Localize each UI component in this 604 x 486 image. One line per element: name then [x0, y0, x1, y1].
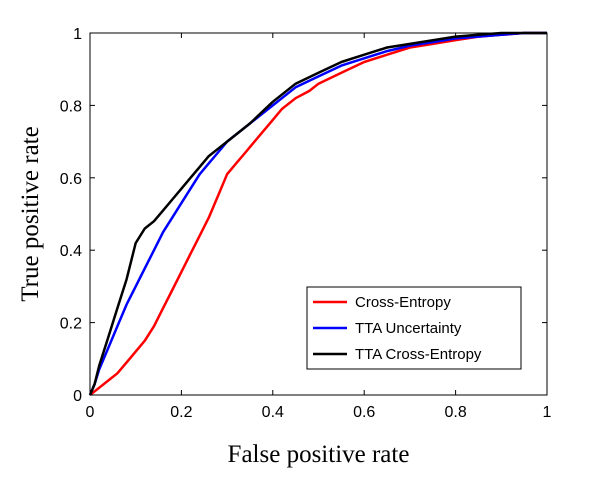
x-tick-label: 1: [543, 404, 552, 421]
legend-entry-1: TTA Uncertainty: [355, 320, 462, 337]
series-line-1: [88, 31, 547, 396]
y-tick-label: 0.6: [60, 171, 82, 188]
x-tick-label: 0.6: [353, 404, 375, 421]
x-tick-label: 0.2: [170, 404, 192, 421]
series-layer: [88, 31, 547, 396]
x-tick-label: 0.8: [444, 404, 466, 421]
y-tick-label: 0.2: [60, 316, 82, 333]
series-line-2: [88, 31, 547, 396]
x-tick-label: 0: [86, 404, 95, 421]
x-axis-title: False positive rate: [228, 441, 410, 468]
y-axis-title: True positive rate: [17, 126, 44, 301]
x-tick-label: 0.4: [262, 404, 284, 421]
legend: Cross-Entropy TTA Uncertainty TTA Cross-En…: [306, 286, 522, 370]
y-tick-label: 1: [73, 26, 82, 43]
y-tick-label: 0.8: [60, 98, 82, 115]
y-tick-label: 0.4: [60, 243, 82, 260]
legend-entry-0: Cross-Entropy: [355, 294, 451, 311]
y-tick-label: 0: [73, 388, 82, 405]
plot-area-frame: [89, 32, 548, 396]
series-line-0: [89, 31, 547, 396]
ticks-layer: 0 0.2 0.4 0.6 0.8 1 0 0.2 0.4 0.6 0.8 1: [60, 26, 552, 421]
legend-entry-2: TTA Cross-Entropy: [355, 346, 482, 363]
